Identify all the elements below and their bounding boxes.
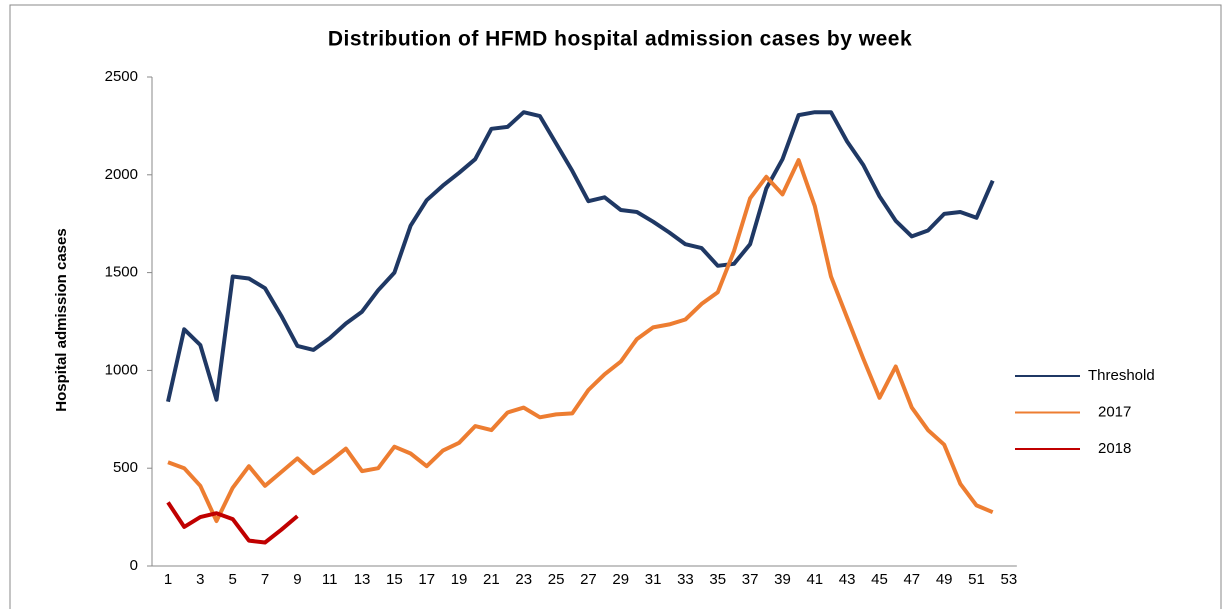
x-tick-label: 9	[293, 571, 301, 588]
x-tick-label: 47	[903, 571, 920, 588]
x-tick-label: 41	[806, 571, 823, 588]
series-line	[167, 158, 994, 523]
x-tick-label: 11	[322, 571, 338, 588]
x-tick-label: 17	[418, 571, 435, 588]
x-tick-label: 15	[386, 571, 403, 588]
chart-title: Distribution of HFMD hospital admission …	[328, 28, 912, 51]
legend-label: 2017	[1098, 403, 1131, 420]
x-tick-label: 31	[645, 571, 662, 588]
y-tick-label: 500	[113, 459, 138, 476]
series-line	[166, 501, 299, 545]
series-line	[166, 110, 995, 403]
y-tick-label: 2500	[105, 68, 138, 85]
x-tick-label: 1	[164, 571, 172, 588]
y-tick-label: 1000	[105, 361, 138, 378]
x-tick-label: 43	[839, 571, 856, 588]
x-tick-label: 37	[742, 571, 759, 588]
x-tick-label: 19	[451, 571, 468, 588]
x-tick-label: 29	[612, 571, 629, 588]
x-tick-label: 5	[229, 571, 237, 588]
x-tick-label: 39	[774, 571, 791, 588]
x-tick-label: 33	[677, 571, 694, 588]
legend-label: 2018	[1098, 440, 1131, 457]
x-tick-label: 35	[709, 571, 726, 588]
x-tick-label: 13	[354, 571, 371, 588]
x-tick-label: 45	[871, 571, 888, 588]
x-tick-label: 25	[548, 571, 565, 588]
y-tick-label: 0	[130, 557, 138, 574]
x-tick-label: 23	[515, 571, 532, 588]
x-tick-label: 7	[261, 571, 269, 588]
x-tick-label: 53	[1000, 571, 1017, 588]
y-tick-label: 2000	[105, 166, 138, 183]
x-tick-label: 49	[936, 571, 953, 588]
x-tick-label: 3	[196, 571, 204, 588]
x-tick-label: 21	[483, 571, 500, 588]
x-tick-label: 51	[968, 571, 985, 588]
legend-label: Threshold	[1088, 367, 1155, 384]
y-tick-label: 1500	[105, 264, 138, 281]
y-axis-label: Hospital admission cases	[53, 228, 70, 411]
chart-border	[9, 4, 1222, 609]
x-tick-label: 27	[580, 571, 597, 588]
